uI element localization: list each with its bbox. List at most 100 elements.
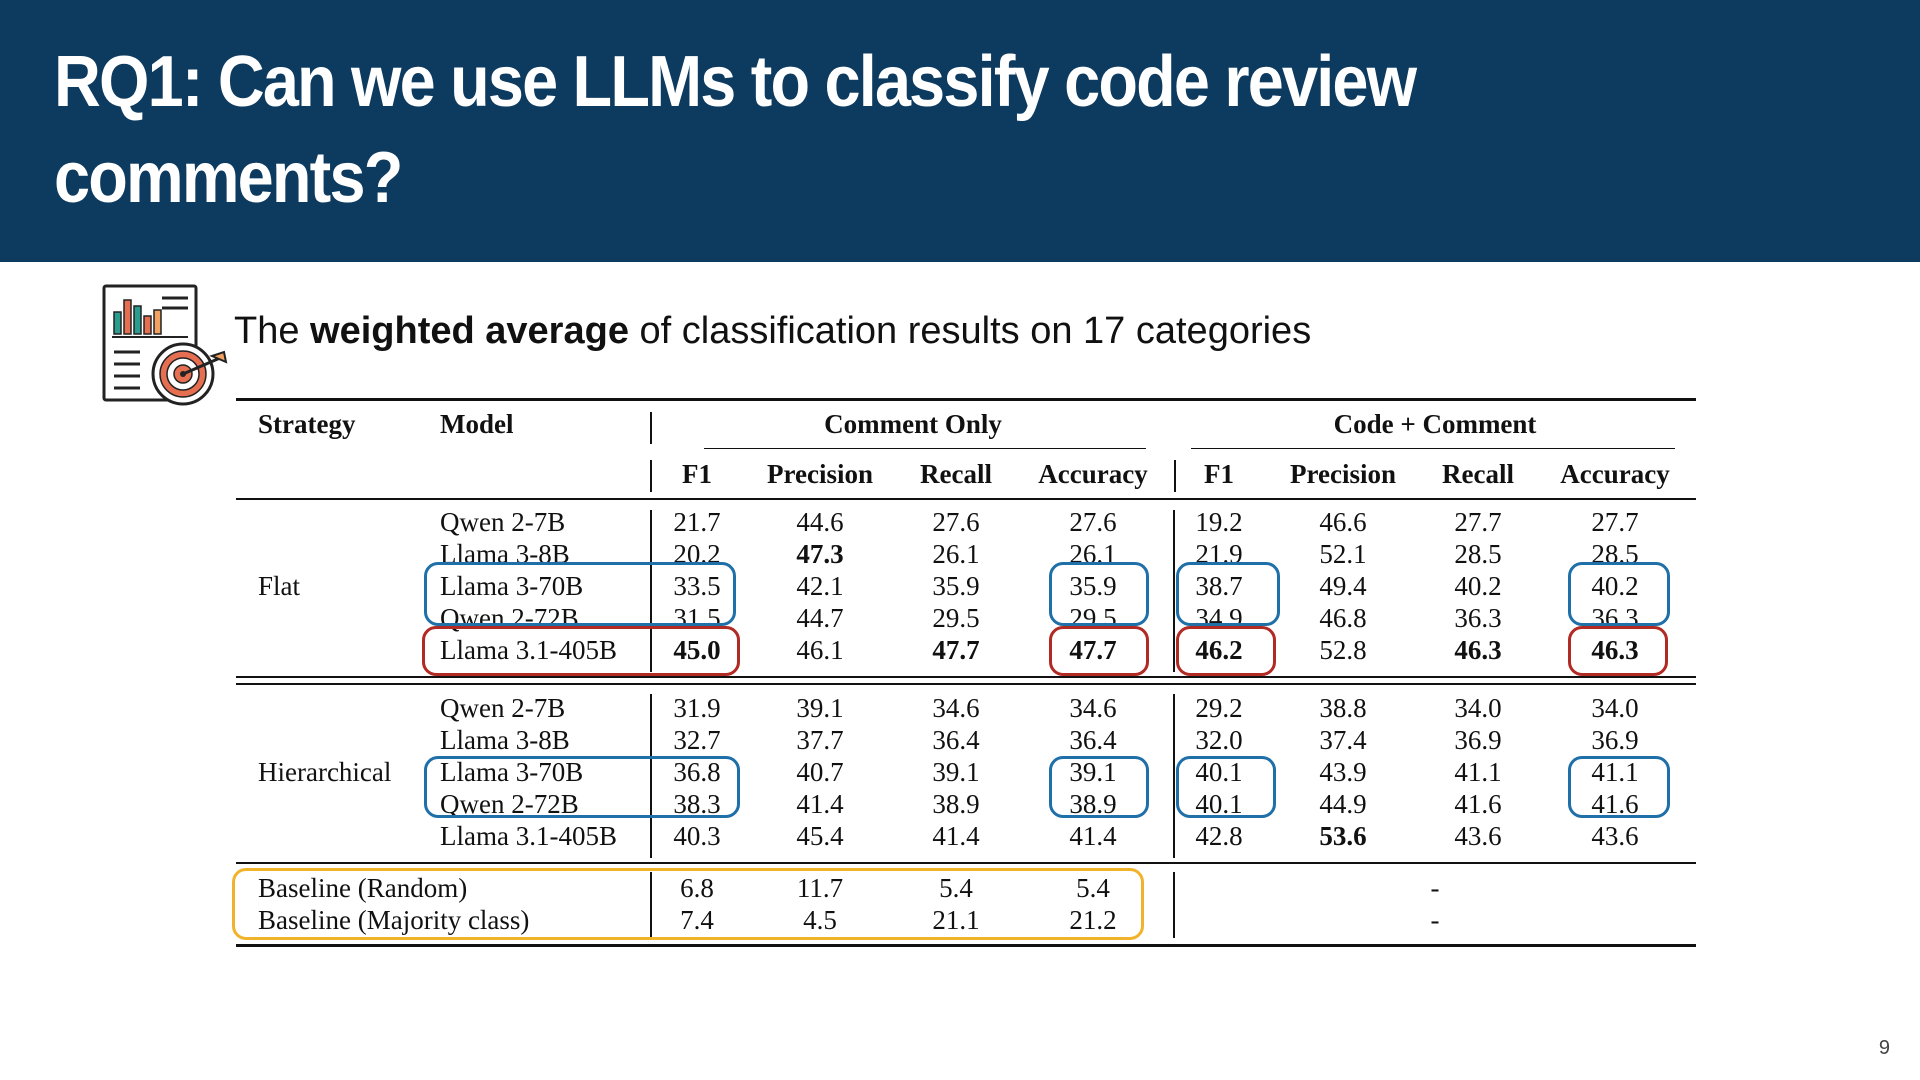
table-cell: 27.6 bbox=[932, 507, 980, 537]
table-cell: 40.3 bbox=[673, 821, 721, 851]
table-cell: 38.9 bbox=[1069, 789, 1117, 819]
model-name: Llama 3.1-405B bbox=[440, 635, 617, 665]
page-number: 9 bbox=[1878, 1037, 1890, 1059]
table-cell: 31.5 bbox=[673, 603, 721, 633]
table-cell: 26.1 bbox=[1069, 539, 1117, 569]
table-cell: 32.7 bbox=[673, 725, 721, 755]
baseline-dash: - bbox=[1430, 905, 1440, 935]
baseline-cell: 21.1 bbox=[932, 905, 980, 935]
table-cell: 28.5 bbox=[1591, 539, 1639, 569]
table-cell: 21.7 bbox=[673, 507, 721, 537]
header-bottom-rule bbox=[236, 498, 1696, 500]
table-bottom-rule bbox=[236, 944, 1696, 947]
table-cell: 40.2 bbox=[1454, 571, 1502, 601]
table-cell: 46.1 bbox=[796, 635, 844, 665]
table-cell: 34.0 bbox=[1454, 693, 1502, 723]
code-comment-underline bbox=[1191, 448, 1675, 449]
table-cell: 45.4 bbox=[796, 821, 844, 851]
baseline-cell: 7.4 bbox=[680, 905, 714, 935]
table-cell: 47.3 bbox=[796, 539, 844, 569]
table-cell: 41.4 bbox=[796, 789, 844, 819]
slide-header: RQ1: Can we use LLMs to classify code re… bbox=[0, 0, 1920, 262]
table-cell: 47.7 bbox=[1069, 635, 1117, 665]
model-name: Llama 3-8B bbox=[440, 539, 570, 569]
header-model: Model bbox=[440, 409, 514, 439]
table-cell: 37.4 bbox=[1319, 725, 1367, 755]
hierarchical-divider-left bbox=[650, 694, 652, 858]
baseline-label: Baseline (Majority class) bbox=[258, 905, 530, 935]
hierarchical-section-rule bbox=[236, 862, 1696, 864]
table-cell: 46.3 bbox=[1454, 635, 1502, 665]
report-target-icon bbox=[102, 284, 228, 406]
table-cell: 49.4 bbox=[1319, 571, 1367, 601]
table-cell: 34.6 bbox=[1069, 693, 1117, 723]
table-cell: 43.6 bbox=[1454, 821, 1502, 851]
table-cell: 46.6 bbox=[1319, 507, 1367, 537]
table-cell: 36.4 bbox=[1069, 725, 1117, 755]
hierarchical-divider-right bbox=[1173, 694, 1175, 858]
table-cell: 43.9 bbox=[1319, 757, 1367, 787]
table-cell: 39.1 bbox=[1069, 757, 1117, 787]
table-cell: 32.0 bbox=[1195, 725, 1243, 755]
model-name: Qwen 2-7B bbox=[440, 507, 566, 537]
table-cell: 34.6 bbox=[932, 693, 980, 723]
table-cell: 46.3 bbox=[1591, 635, 1639, 665]
table-cell: 41.1 bbox=[1591, 757, 1639, 787]
table-cell: 52.1 bbox=[1319, 539, 1367, 569]
header-comment-only: Comment Only bbox=[824, 409, 1002, 439]
table-cell: 36.3 bbox=[1454, 603, 1502, 633]
table-cell: 34.9 bbox=[1195, 603, 1243, 633]
table-cell: 46.8 bbox=[1319, 603, 1367, 633]
table-cell: 27.7 bbox=[1591, 507, 1639, 537]
baseline-cell: 4.5 bbox=[803, 905, 837, 935]
baseline-cell: 6.8 bbox=[680, 873, 714, 903]
table-cell: 27.7 bbox=[1454, 507, 1502, 537]
baseline-cell: 5.4 bbox=[1076, 873, 1110, 903]
table-cell: 29.5 bbox=[932, 603, 980, 633]
table-cell: 36.9 bbox=[1454, 725, 1502, 755]
table-cell: 40.1 bbox=[1195, 789, 1243, 819]
model-name: Qwen 2-72B bbox=[440, 603, 579, 633]
table-cell: 34.0 bbox=[1591, 693, 1639, 723]
subtitle-emphasis: weighted average bbox=[310, 310, 629, 352]
table-cell: 52.8 bbox=[1319, 635, 1367, 665]
table-cell: 40.1 bbox=[1195, 757, 1243, 787]
table-cell: 36.8 bbox=[673, 757, 721, 787]
table-cell: 36.3 bbox=[1591, 603, 1639, 633]
table-cell: 35.9 bbox=[1069, 571, 1117, 601]
slide-title: RQ1: Can we use LLMs to classify code re… bbox=[54, 42, 1417, 218]
table-cell: 29.2 bbox=[1195, 693, 1243, 723]
flat-section-rule-2 bbox=[236, 683, 1696, 685]
table-cell: 20.2 bbox=[673, 539, 721, 569]
table-cell: 28.5 bbox=[1454, 539, 1502, 569]
table-cell: 21.9 bbox=[1195, 539, 1243, 569]
header-metric-code-comment: Recall bbox=[1442, 459, 1514, 489]
baseline-cell: 5.4 bbox=[939, 873, 973, 903]
table-cell: 39.1 bbox=[932, 757, 980, 787]
baseline-cell: 11.7 bbox=[796, 873, 844, 903]
subtitle-text-pre: The bbox=[234, 310, 311, 352]
results-table: Strategy Model Comment Only Code + Comment F… bbox=[230, 392, 1700, 952]
table-cell: 39.1 bbox=[796, 693, 844, 723]
baseline-label: Baseline (Random) bbox=[258, 873, 468, 903]
table-cell: 44.6 bbox=[796, 507, 844, 537]
model-name: Qwen 2-7B bbox=[440, 693, 566, 723]
comment-only-underline bbox=[704, 448, 1146, 449]
header-metric-comment-only: Recall bbox=[920, 459, 992, 489]
table-cell: 41.4 bbox=[1069, 821, 1117, 851]
flat-divider-left bbox=[650, 510, 652, 672]
baseline-dash: - bbox=[1430, 873, 1440, 903]
table-cell: 35.9 bbox=[932, 571, 980, 601]
table-cell: 41.6 bbox=[1591, 789, 1639, 819]
table-cell: 37.7 bbox=[796, 725, 844, 755]
table-cell: 41.6 bbox=[1454, 789, 1502, 819]
table-cell: 36.4 bbox=[932, 725, 980, 755]
table-top-rule bbox=[236, 398, 1696, 401]
baseline-divider-left bbox=[650, 872, 652, 938]
subtitle-text-post: of classification results on 17 categori… bbox=[628, 310, 1312, 352]
table-cell: 36.9 bbox=[1591, 725, 1639, 755]
strategy-label: Flat bbox=[258, 571, 301, 601]
model-name: Qwen 2-72B bbox=[440, 789, 579, 819]
header-divider-3 bbox=[1174, 460, 1176, 492]
table-cell: 40.7 bbox=[796, 757, 844, 787]
